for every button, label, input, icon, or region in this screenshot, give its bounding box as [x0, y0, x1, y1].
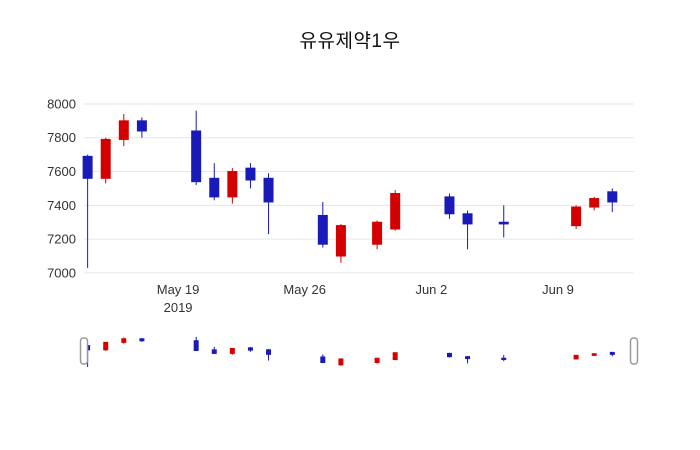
x-tick-label: Jun 9	[542, 282, 574, 297]
y-tick-label: 8000	[47, 96, 76, 111]
candle-main-2019-06-03	[444, 193, 455, 219]
candle-main-2019-05-17	[136, 117, 147, 138]
y-tick-label: 7200	[47, 232, 76, 247]
y-tick-label: 7600	[47, 164, 76, 179]
candle-mini-2019-06-06	[501, 355, 507, 362]
candle-mini-2019-06-03	[446, 352, 452, 358]
candle-main-2019-05-28	[335, 223, 346, 263]
rangeslider-handle-right[interactable]	[629, 337, 639, 365]
candle-mini-2019-05-15	[103, 341, 109, 351]
chart-title: 유유제약1우	[299, 31, 401, 52]
rangeslider-handle-left[interactable]	[79, 337, 89, 365]
x-tick-label: May 19	[157, 282, 200, 297]
candle-mini-2019-05-16	[121, 337, 127, 344]
candle-main-2019-05-22	[227, 168, 238, 204]
candle-main-2019-05-16	[118, 114, 129, 147]
candle-mini-2019-06-11	[591, 353, 597, 357]
candle-mini-2019-06-10	[573, 354, 579, 360]
y-tick-label: 7000	[47, 265, 76, 280]
candle-main-2019-05-30	[372, 220, 383, 250]
candle-mini-2019-05-22	[229, 347, 235, 355]
x-tick-sublabel: 2019	[164, 300, 193, 315]
candle-main-2019-06-06	[498, 205, 509, 238]
candle-main-2019-06-12	[607, 188, 618, 213]
candle-mini-2019-06-12	[609, 351, 615, 357]
x-tick-label: Jun 2	[415, 282, 447, 297]
candle-main-2019-06-10	[571, 205, 582, 229]
candle-mini-2019-05-20	[193, 336, 199, 352]
candle-main-2019-05-14	[82, 154, 93, 268]
candle-mini-2019-05-30	[374, 357, 380, 364]
candle-main-2019-05-23	[245, 163, 256, 189]
candle-mini-2019-05-23	[247, 346, 253, 352]
rangeslider[interactable]	[84, 330, 634, 374]
candle-main-2019-05-24	[263, 173, 274, 235]
candle-main-2019-05-20	[191, 110, 202, 186]
candle-mini-2019-05-28	[338, 358, 344, 367]
y-tick-label: 7800	[47, 130, 76, 145]
candle-main-2019-06-11	[589, 196, 600, 211]
candle-main-2019-06-04	[462, 210, 473, 250]
candle-mini-2019-05-17	[139, 338, 145, 343]
x-tick-label: May 26	[283, 282, 326, 297]
candle-main-2019-05-31	[390, 190, 401, 231]
candle-main-2019-05-15	[100, 137, 111, 184]
candle-mini-2019-05-21	[211, 346, 217, 355]
candle-mini-2019-06-04	[465, 356, 471, 364]
candle-mini-2019-05-31	[392, 352, 398, 361]
y-tick-label: 7400	[47, 198, 76, 213]
candle-main-2019-05-21	[209, 163, 220, 201]
candle-mini-2019-05-24	[266, 348, 272, 361]
candle-main-2019-05-27	[317, 201, 328, 248]
candle-mini-2019-05-27	[320, 354, 326, 364]
